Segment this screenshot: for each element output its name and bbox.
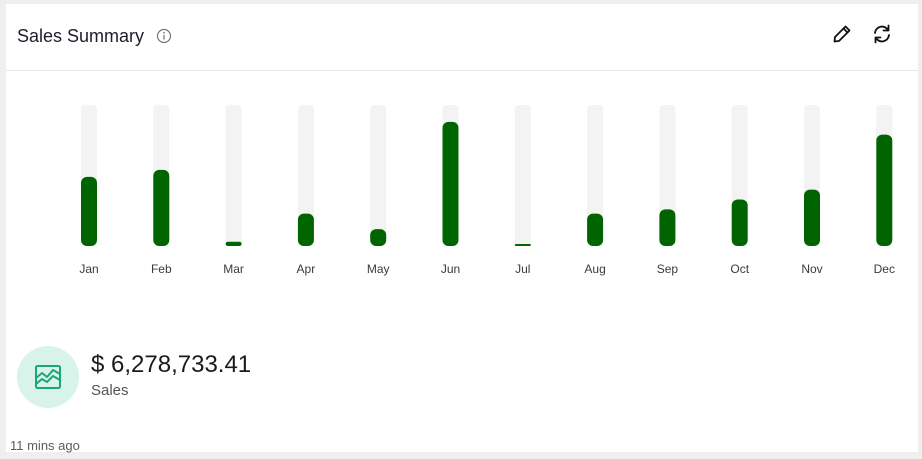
bar-sep[interactable]	[659, 209, 676, 246]
card-title: Sales Summary	[17, 26, 145, 46]
bar-track-mar	[225, 105, 242, 246]
bar-oct[interactable]	[731, 199, 748, 246]
month-label-sep: Sep	[657, 262, 679, 276]
bar-jul[interactable]	[514, 244, 531, 246]
month-label-nov: Nov	[801, 262, 822, 276]
info-icon[interactable]	[156, 28, 172, 44]
last-updated-text: 11 mins ago	[10, 438, 80, 453]
month-label-feb: Feb	[151, 262, 172, 276]
bar-jan[interactable]	[81, 176, 97, 246]
bar-may[interactable]	[370, 229, 387, 246]
bar-nov[interactable]	[804, 189, 820, 246]
bar-jun[interactable]	[442, 121, 459, 246]
chart-area-icon	[35, 365, 61, 389]
refresh-icon[interactable]	[870, 22, 894, 46]
month-label-may: May	[367, 262, 390, 276]
sales-total-value: $ 6,278,733.41	[91, 351, 252, 378]
bar-feb[interactable]	[153, 169, 170, 246]
month-label-jun: Jun	[441, 262, 460, 276]
bar-mar[interactable]	[225, 241, 242, 246]
bar-track-may	[370, 105, 387, 246]
card-header: Sales Summary	[6, 4, 918, 71]
month-label-aug: Aug	[584, 262, 605, 276]
bar-track-apr	[297, 105, 314, 246]
month-label-jan: Jan	[79, 262, 98, 276]
month-label-dec: Dec	[874, 262, 895, 276]
bar-dec[interactable]	[876, 134, 893, 246]
bar-track-aug	[587, 105, 604, 246]
month-label-mar: Mar	[223, 262, 244, 276]
sales-total-label: Sales	[91, 382, 129, 399]
sales-stat-icon-circle	[17, 346, 79, 408]
month-label-oct: Oct	[730, 262, 749, 276]
bar-apr[interactable]	[297, 213, 314, 246]
sales-bar-chart: Jan Feb Mar Apr May Jun Jul Aug Sep Oct Nov Dec	[79, 105, 895, 276]
edit-pencil-icon[interactable]	[830, 22, 854, 46]
bar-track-jul	[514, 105, 531, 246]
sales-summary-card: Sales Summary Jan Feb Mar Apr May Jun Jul Aug Se…	[6, 4, 918, 453]
month-label-jul: Jul	[515, 262, 530, 276]
month-label-apr: Apr	[297, 262, 316, 276]
bar-aug[interactable]	[587, 213, 604, 246]
